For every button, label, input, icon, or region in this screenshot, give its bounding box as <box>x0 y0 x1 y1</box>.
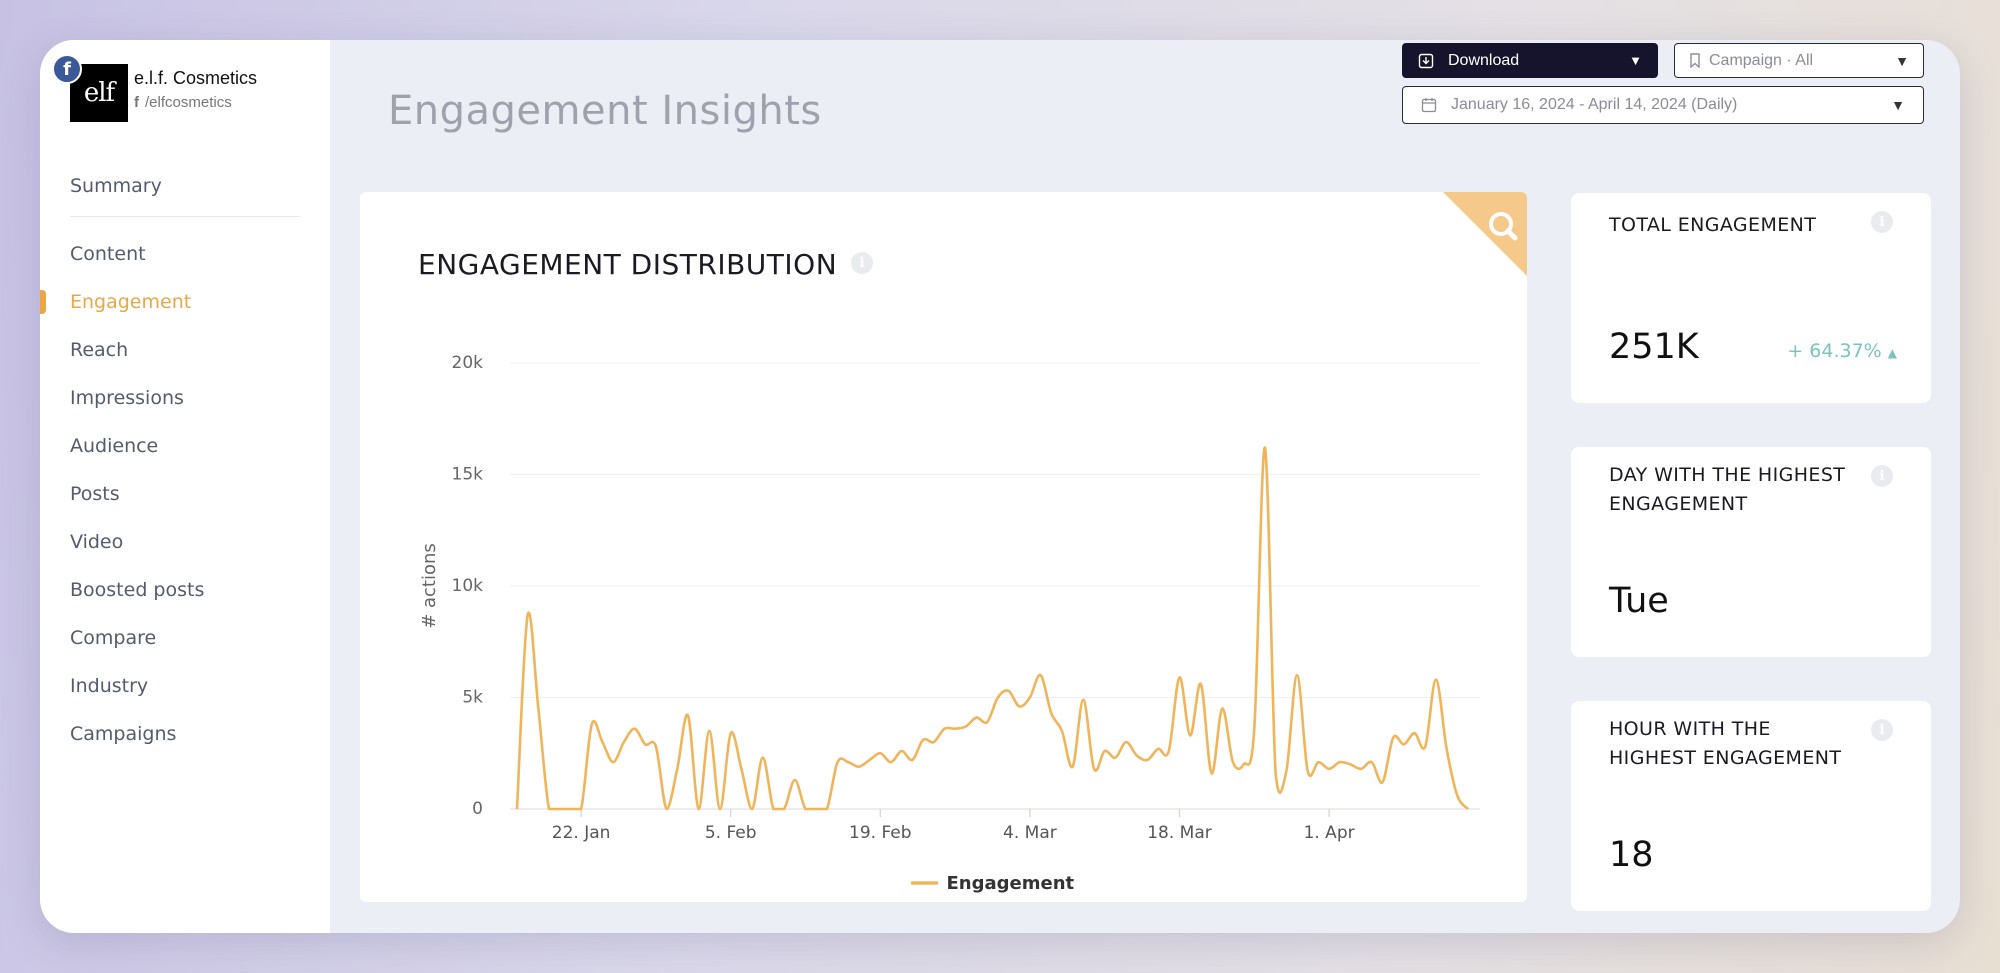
campaign-filter-select[interactable]: Campaign · All ▼ <box>1674 43 1924 78</box>
nav-divider <box>70 216 300 217</box>
sidebar-item-engagement[interactable]: Engagement <box>40 278 330 326</box>
stat-card-highest-hour: HOUR WITH THE HIGHEST ENGAGEMENT i 18 <box>1571 701 1931 911</box>
y-tick-label: 15k <box>452 465 484 485</box>
info-icon[interactable]: i <box>1871 465 1893 487</box>
stat-value: Tue <box>1609 581 1669 621</box>
info-icon[interactable]: i <box>1871 719 1893 741</box>
triangle-up-icon: ▲ <box>1887 346 1897 360</box>
sidebar-item-compare[interactable]: Compare <box>70 627 157 649</box>
sidebar-nav: Summary Content Engagement Reach Impress… <box>40 162 330 758</box>
brand-logo: elf <box>70 64 128 122</box>
chevron-down-icon: ▼ <box>1629 53 1642 68</box>
brand-name: e.l.f. Cosmetics <box>134 68 258 88</box>
x-tick-label: 19. Feb <box>849 823 912 843</box>
sidebar-item-industry[interactable]: Industry <box>70 675 149 697</box>
campaign-filter-label: Campaign · All <box>1709 51 1814 69</box>
engagement-chart: 0 5k 10k 15k 20k 22. Jan 5. Feb 19. Feb 4. Mar 18… <box>419 353 1480 894</box>
calendar-icon <box>1421 98 1437 113</box>
stat-label: DAY WITH THE HIGHEST ENGAGEMENT <box>1609 464 1846 515</box>
bookmark-icon <box>1690 53 1700 68</box>
x-tick-label: 22. Jan <box>552 823 611 843</box>
info-icon[interactable]: i <box>1871 211 1893 233</box>
x-tick-label: 1. Apr <box>1304 823 1355 843</box>
page-title: Engagement Insights <box>388 88 822 134</box>
app-window: f elf e.l.f. Cosmetics f/elfcosmetics Su… <box>40 40 1960 933</box>
stat-change-text: + 64.37% <box>1787 340 1882 362</box>
chevron-down-icon: ▼ <box>1891 97 1905 113</box>
legend-item-engagement: Engagement <box>947 873 1075 894</box>
chart-title: ENGAGEMENT DISTRIBUTION i <box>418 248 874 281</box>
search-icon <box>1489 212 1513 236</box>
engagement-series-line <box>515 446 1470 811</box>
y-tick-label: 10k <box>452 576 484 596</box>
zoom-button[interactable] <box>1443 192 1527 276</box>
sidebar: f elf e.l.f. Cosmetics f/elfcosmetics Su… <box>40 40 330 933</box>
x-tick-label: 18. Mar <box>1147 823 1212 843</box>
download-button[interactable]: Download ▼ <box>1402 43 1658 78</box>
chevron-down-icon: ▼ <box>1895 52 1909 69</box>
x-tick-label: 4. Mar <box>1003 823 1057 843</box>
sidebar-item-summary[interactable]: Summary <box>70 175 162 197</box>
y-tick-label: 20k <box>452 353 484 373</box>
stat-card-total-engagement: TOTAL ENGAGEMENT i 251K + 64.37% ▲ <box>1571 193 1931 403</box>
brand-handle-text: /elfcosmetics <box>145 94 232 111</box>
sidebar-item-reach[interactable]: Reach <box>70 339 129 361</box>
stat-value: 18 <box>1609 835 1654 875</box>
sidebar-item-posts[interactable]: Posts <box>70 483 120 505</box>
date-range-label: January 16, 2024 - April 14, 2024 (Daily… <box>1451 96 1738 113</box>
download-label: Download <box>1448 51 1520 69</box>
sidebar-item-boosted-posts[interactable]: Boosted posts <box>70 579 205 601</box>
stat-label: TOTAL ENGAGEMENT <box>1609 214 1817 236</box>
brand-handle: f/elfcosmetics <box>134 94 232 111</box>
sidebar-item-content[interactable]: Content <box>70 243 146 265</box>
y-axis-label: # actions <box>419 543 440 629</box>
stat-change: + 64.37% ▲ <box>1787 340 1897 362</box>
sidebar-item-campaigns[interactable]: Campaigns <box>70 723 177 745</box>
engagement-distribution-card: 0 5k 10k 15k 20k 22. Jan 5. Feb 19. Feb 4. Mar 18… <box>360 192 1527 902</box>
facebook-icon: f <box>52 54 82 84</box>
sidebar-item-audience[interactable]: Audience <box>70 435 159 457</box>
facebook-small-icon: f <box>134 94 139 111</box>
info-icon[interactable]: i <box>851 252 874 274</box>
stat-value: 251K <box>1609 327 1699 367</box>
sidebar-item-video[interactable]: Video <box>70 531 124 553</box>
stat-card-highest-day: DAY WITH THE HIGHEST ENGAGEMENT i Tue <box>1571 447 1931 657</box>
stat-label: HOUR WITH THE HIGHEST ENGAGEMENT <box>1609 718 1842 769</box>
y-tick-label: 5k <box>462 688 483 708</box>
date-range-picker[interactable]: January 16, 2024 - April 14, 2024 (Daily… <box>1402 86 1924 124</box>
chart-title-text: ENGAGEMENT DISTRIBUTION <box>418 248 838 281</box>
sidebar-item-impressions[interactable]: Impressions <box>70 387 184 409</box>
download-icon <box>1418 53 1434 68</box>
x-tick-label: 5. Feb <box>705 823 757 843</box>
y-tick-label: 0 <box>472 799 483 819</box>
